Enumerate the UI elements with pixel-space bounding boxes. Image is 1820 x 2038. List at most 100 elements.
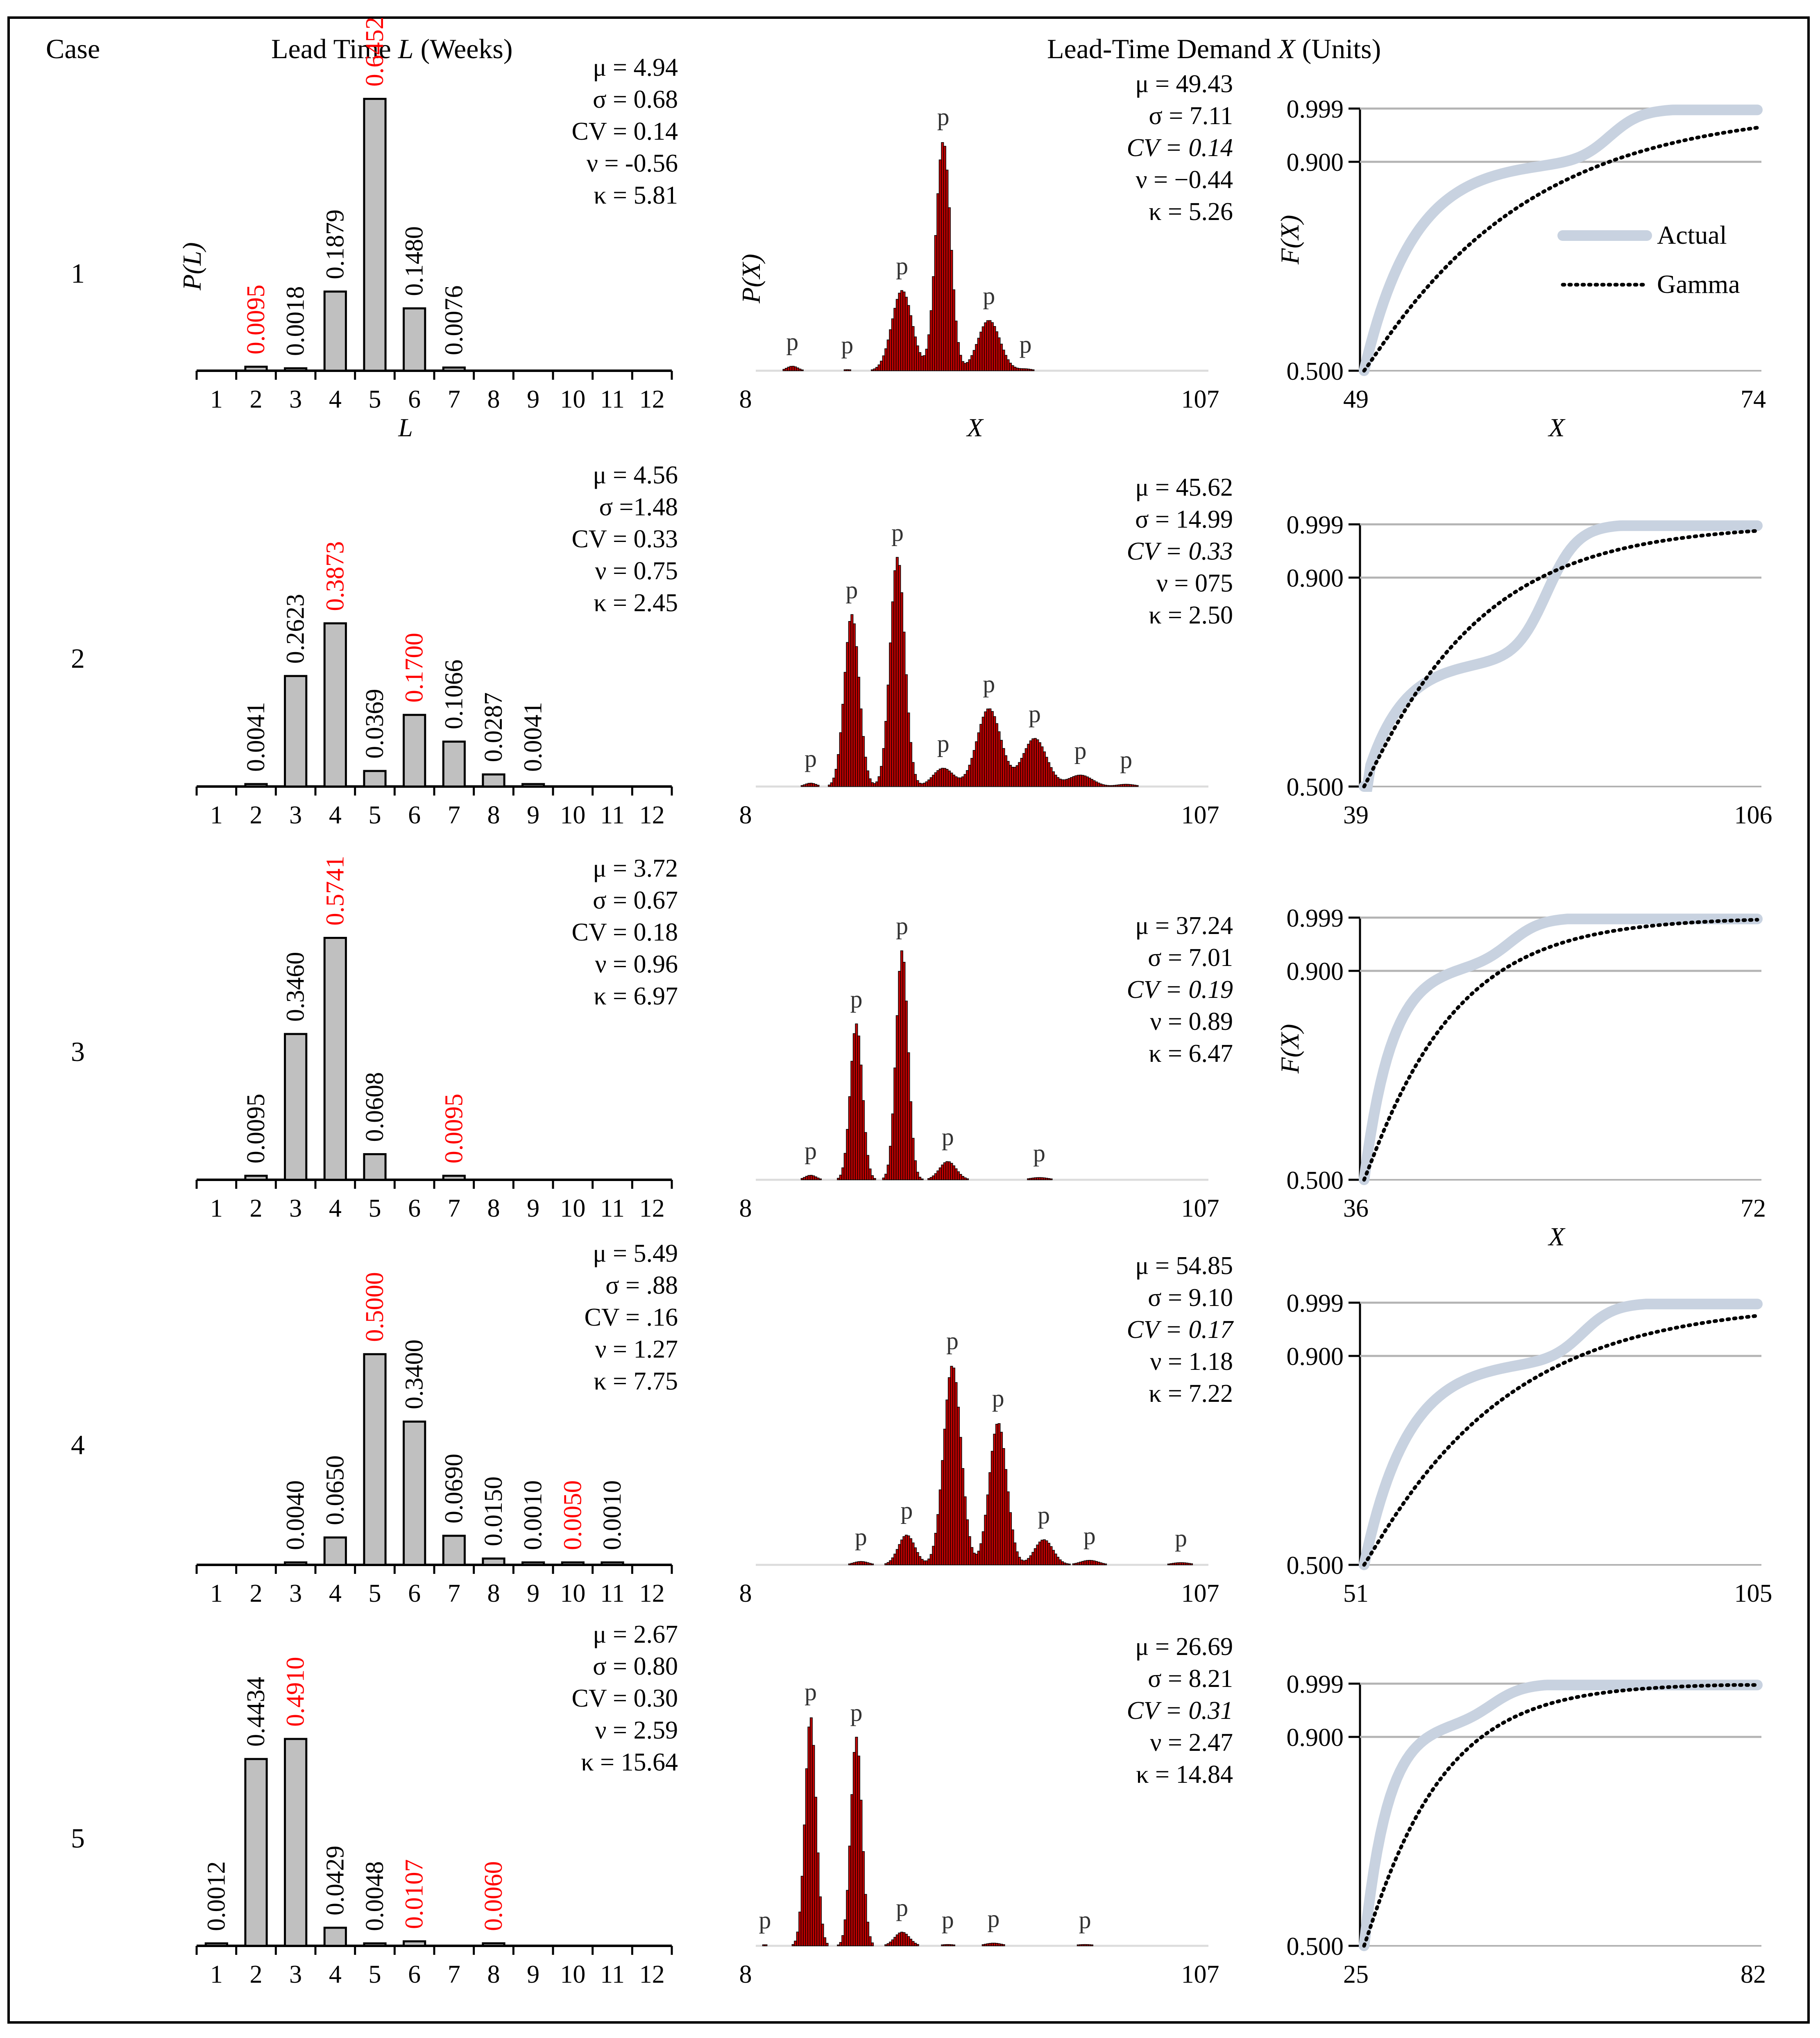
lead-time-tick-label: 12	[639, 1961, 665, 1988]
demand-bar	[796, 367, 799, 371]
cdf-y-tick-label: 0.999	[1287, 95, 1344, 123]
demand-bar	[932, 276, 935, 371]
demand-bar	[1031, 369, 1035, 371]
demand-bar	[929, 1554, 933, 1565]
demand-bar	[1031, 1177, 1035, 1180]
demand-bar	[914, 1547, 917, 1565]
demand-peak-label: p	[983, 671, 995, 698]
demand-bar	[1117, 784, 1121, 787]
demand-bar	[791, 366, 795, 371]
demand-peak-label: p	[1074, 737, 1086, 764]
figure-frame	[7, 16, 1810, 2024]
lead-time-bar	[442, 1535, 466, 1566]
demand-bar	[938, 769, 942, 787]
case-row-2: 21 20.004130.262340.387350.036960.170070.…	[71, 461, 1772, 829]
demand-bar	[809, 1717, 813, 1946]
demand-bar	[857, 1561, 860, 1565]
demand-bar	[843, 1919, 847, 1946]
demand-bar	[914, 1943, 917, 1946]
lead-time-tick-label: 12	[639, 385, 665, 413]
demand-stat: κ = 6.47	[1149, 1040, 1233, 1068]
demand-bar	[843, 1153, 847, 1180]
demand-bar	[1079, 1944, 1082, 1946]
lead-time-tick-label: 3	[289, 1961, 302, 1988]
demand-bar	[848, 1563, 851, 1565]
demand-bar	[1002, 748, 1005, 787]
demand-stat: κ = 2.50	[1149, 601, 1233, 629]
lead-time-stat: κ = 2.45	[594, 589, 678, 617]
demand-bar	[990, 1943, 994, 1946]
demand-bar	[1086, 1944, 1089, 1946]
demand-bar	[981, 326, 985, 371]
demand-bar	[1106, 785, 1109, 787]
demand-bar	[1052, 1550, 1055, 1565]
demand-bar	[1018, 368, 1021, 371]
demand-bar	[914, 336, 917, 371]
lead-time-tick-label: 8	[487, 801, 500, 829]
lead-time-bar	[521, 1561, 545, 1566]
demand-bar	[1040, 1177, 1044, 1180]
demand-bar	[954, 1168, 958, 1180]
demand-bar	[1018, 1557, 1021, 1565]
demand-bar	[902, 1932, 906, 1946]
demand-bar	[963, 774, 967, 787]
lead-time-stat: CV = 0.33	[572, 525, 678, 553]
demand-bar	[909, 1938, 912, 1946]
demand-bar	[986, 320, 989, 371]
demand-bar	[891, 1557, 894, 1565]
demand-bar	[1063, 779, 1066, 787]
demand-bar	[1027, 1178, 1030, 1180]
case-number: 1	[71, 258, 85, 289]
demand-bar	[968, 764, 971, 787]
demand-bar	[943, 1944, 946, 1946]
demand-bar	[816, 1177, 820, 1180]
lead-time-tick-label: 9	[527, 801, 539, 829]
lead-time-bar	[403, 307, 426, 372]
demand-bar	[932, 1175, 935, 1180]
demand-bar	[1099, 1562, 1103, 1565]
demand-bar	[889, 1560, 892, 1565]
demand-bar	[1040, 746, 1044, 787]
demand-bar	[868, 1563, 872, 1565]
demand-bar	[1002, 349, 1005, 371]
demand-bar	[979, 724, 983, 787]
demand-bar	[1043, 1177, 1046, 1180]
demand-bar	[764, 1944, 768, 1946]
demand-bar	[861, 736, 865, 787]
demand-bar	[1049, 767, 1053, 787]
demand-bar	[900, 950, 903, 1180]
demand-bar	[1074, 1563, 1078, 1565]
demand-peak-label: p	[987, 1905, 1000, 1932]
demand-bar	[1058, 1559, 1062, 1565]
demand-bar	[1179, 1562, 1182, 1565]
lead-time-bar-value-label: 0.0369	[361, 689, 389, 759]
demand-bar	[846, 369, 849, 371]
cdf-actual-curve	[1359, 1680, 1763, 1951]
lead-time-tick-label: 3	[289, 1195, 302, 1222]
demand-bar	[1013, 367, 1017, 371]
demand-stat: μ = 54.85	[1135, 1252, 1233, 1280]
demand-bar	[900, 290, 903, 371]
lead-time-stat: ν = 2.59	[595, 1716, 678, 1744]
demand-bar	[943, 768, 946, 787]
demand-bar	[1170, 1563, 1173, 1565]
demand-bar	[848, 369, 851, 371]
header-case: Case	[46, 33, 100, 64]
lead-time-tick-label: 12	[639, 1195, 665, 1222]
demand-bar	[877, 776, 881, 787]
demand-bar	[950, 773, 953, 787]
demand-bar	[821, 1923, 824, 1946]
demand-bar	[975, 344, 978, 371]
lead-time-tick-label: 1	[210, 1580, 223, 1607]
demand-bar	[1034, 1548, 1037, 1565]
demand-peak-label: p	[805, 1137, 817, 1164]
cdf-actual-curve	[1359, 1299, 1763, 1570]
demand-bar	[936, 1514, 940, 1565]
lead-time-bar-value-label: 0.6452	[361, 17, 389, 87]
lead-time-stat: μ = 4.94	[593, 54, 678, 82]
demand-bar	[818, 1896, 822, 1946]
lead-time-tick-label: 7	[448, 1961, 460, 1988]
lead-time-bar-value-label: 0.1879	[321, 209, 349, 279]
demand-bar	[834, 769, 838, 787]
